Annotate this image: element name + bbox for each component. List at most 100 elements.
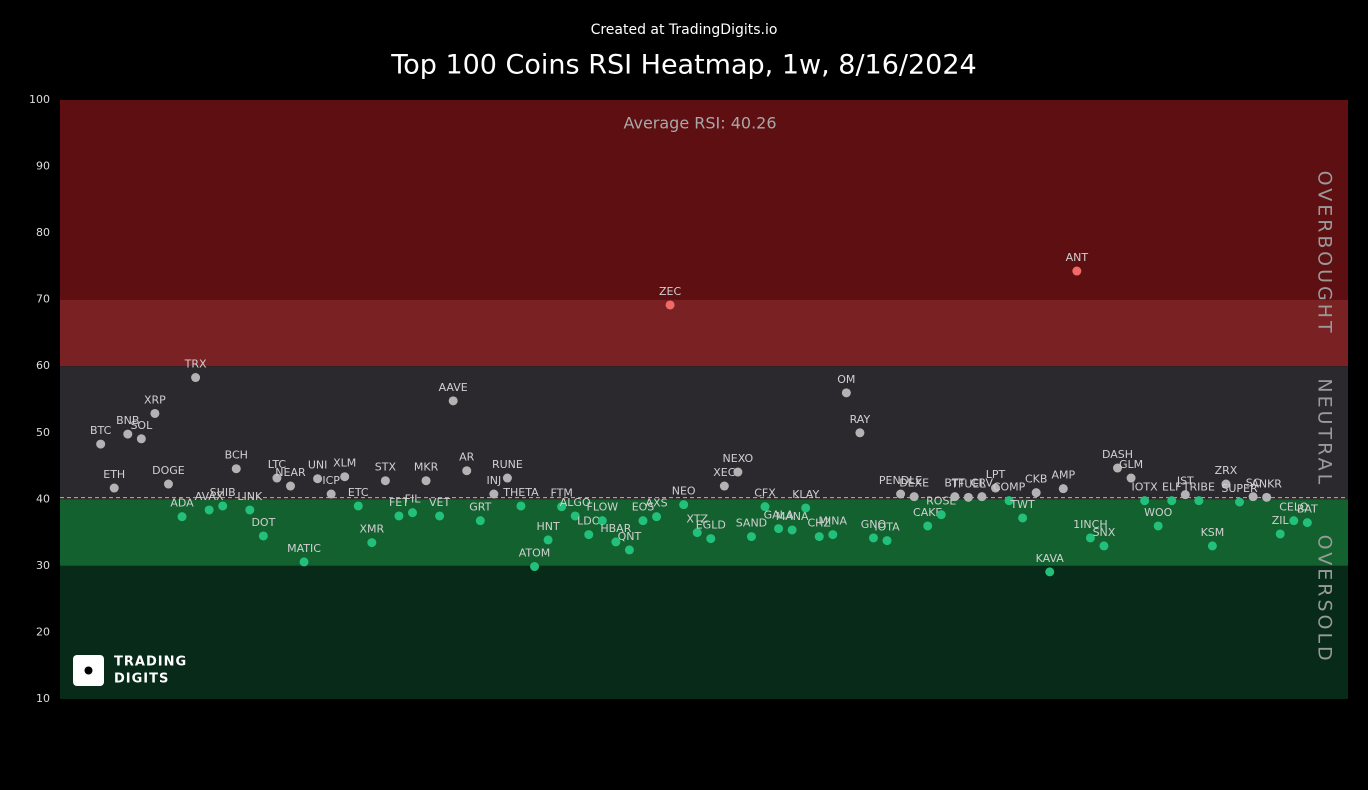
coin-label: THETA [502, 486, 539, 499]
coin-point [1099, 541, 1109, 551]
coin-label: XMR [359, 523, 384, 536]
coin-point [1018, 513, 1028, 523]
coin-label: EGLD [696, 519, 726, 532]
coin-point [909, 492, 919, 502]
coin-point [923, 521, 933, 531]
coin-point [489, 489, 499, 499]
coin-point [285, 481, 295, 491]
coin-label: SHIB [210, 486, 236, 499]
y-tick-label: 30 [36, 559, 50, 572]
coin-point [679, 500, 689, 510]
coin-label: GLM [1119, 458, 1143, 471]
zone-label: OVERBOUGHT [1314, 171, 1336, 336]
y-tick-label: 90 [36, 160, 50, 173]
coin-point [1248, 492, 1258, 502]
coin-label: FET [389, 496, 409, 509]
y-tick-label: 20 [36, 625, 50, 638]
coin-label: GRT [469, 501, 491, 514]
coin-point [340, 472, 350, 482]
coin-point [313, 474, 323, 484]
coin-label: AVAX [195, 490, 224, 503]
coin-point [1167, 496, 1177, 506]
coin-point [1045, 567, 1055, 577]
y-tick-label: 40 [36, 492, 50, 505]
coin-label: FTM [550, 487, 572, 500]
coin-point [96, 439, 106, 449]
coin-point [380, 476, 390, 486]
coin-point [638, 516, 648, 526]
coin-point [1207, 541, 1217, 551]
coin-label: JST [1176, 475, 1194, 488]
coin-label: AMP [1051, 469, 1075, 482]
coin-point [353, 501, 363, 511]
coin-label: TWT [1009, 498, 1035, 511]
coin-label: CHZ [807, 517, 831, 530]
coin-point [760, 502, 770, 512]
coin-label: ELF [1162, 481, 1181, 494]
coin-point [150, 408, 160, 418]
coin-point [502, 473, 512, 483]
coin-label: SNX [1093, 526, 1116, 539]
coin-label: NEXO [723, 452, 754, 465]
coin-point [1302, 518, 1312, 528]
coin-point [990, 483, 1000, 493]
coin-point [272, 473, 282, 483]
coin-point [692, 528, 702, 538]
coin-label: QNT [618, 530, 642, 543]
coin-label: ANKR [1251, 477, 1282, 490]
coin-label: MANA [776, 510, 809, 523]
coin-point [841, 388, 851, 398]
coin-label: FIL [405, 493, 422, 506]
coin-label: ZRX [1215, 464, 1238, 477]
coin-point [231, 464, 241, 474]
coin-label: BNB [116, 414, 139, 427]
coin-label: UNI [308, 459, 328, 472]
coin-point [394, 511, 404, 521]
coin-point [665, 300, 675, 310]
coin-label: ZIL [1272, 514, 1290, 527]
coin-label: DASH [1102, 448, 1133, 461]
coin-label: LTC [268, 458, 287, 471]
coin-label: LINK [237, 490, 263, 503]
coin-label: STX [375, 461, 397, 474]
coin-label: SAND [736, 517, 767, 530]
zone-band [60, 499, 1348, 566]
coin-point [1126, 473, 1136, 483]
coin-label: TFUEL [950, 477, 986, 490]
coin-label: CAKE [913, 506, 942, 519]
y-tick-label: 50 [36, 426, 50, 439]
coin-point [896, 489, 906, 499]
coin-label: SOL [130, 419, 153, 432]
zone-band [60, 100, 1348, 300]
coin-point [435, 511, 445, 521]
coin-point [299, 557, 309, 567]
coin-point [258, 531, 268, 541]
coin-point [109, 483, 119, 493]
coin-label: CELO [1279, 501, 1308, 514]
coin-label: EOS [632, 501, 655, 514]
coin-label: AR [459, 451, 475, 464]
coin-point [245, 505, 255, 515]
coin-label: LDO [577, 515, 601, 528]
coin-label: LPT [986, 468, 1006, 481]
coin-point [624, 545, 634, 555]
coin-label: MATIC [287, 542, 321, 555]
coin-point [516, 501, 526, 511]
coin-point [1180, 490, 1190, 500]
coin-label: VET [429, 496, 450, 509]
coin-label: XLM [333, 457, 356, 470]
coin-label: INJ [486, 474, 501, 487]
coin-label: XEC [713, 466, 735, 479]
coin-point [963, 492, 973, 502]
coin-label: BTT [944, 477, 965, 490]
coin-label: MINA [819, 515, 848, 528]
coin-point [787, 525, 797, 535]
coin-point [828, 530, 838, 540]
coin-point [204, 505, 214, 515]
logo: TRADING DIGITS [73, 655, 186, 687]
coin-label: WOO [1144, 506, 1173, 519]
zone-label: OVERSOLD [1314, 535, 1336, 664]
coin-point [191, 373, 201, 383]
coin-point [1113, 463, 1123, 473]
y-tick-label: 10 [36, 692, 50, 705]
